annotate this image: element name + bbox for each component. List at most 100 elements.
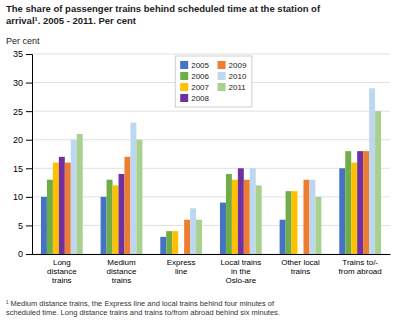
legend-swatch (180, 61, 188, 69)
x-axis: Longdistancetrains Mediumdistancetrains Ex… (33, 254, 391, 285)
y-tick-label: 20 (13, 135, 23, 145)
bar (178, 254, 184, 255)
grid-line (32, 225, 390, 226)
bar (71, 140, 77, 254)
bar (113, 185, 119, 254)
bar (41, 197, 47, 254)
x-tick-label: Mediumdistancetrains (107, 258, 137, 285)
bar (339, 168, 345, 254)
bar (65, 163, 71, 254)
y-tick-mark (26, 168, 32, 169)
bar (238, 168, 244, 254)
legend-label: 2008 (191, 94, 209, 103)
bar-series (53, 163, 357, 254)
bar (375, 111, 381, 254)
bar (101, 197, 107, 254)
x-tick-label: Local trainsin theOslo-are (220, 258, 261, 285)
y-tick-mark (26, 225, 32, 226)
bar (357, 151, 363, 254)
bar (160, 237, 166, 254)
legend-label: 2010 (229, 72, 247, 81)
bar (107, 180, 113, 254)
x-tick: Longdistancetrains (47, 254, 77, 285)
y-tick: 5 (18, 221, 32, 231)
legend-label: 2007 (191, 83, 209, 92)
y-tick: 15 (13, 164, 32, 174)
legend-item: 2006 (180, 72, 209, 81)
grid-line (32, 54, 390, 55)
bar (47, 180, 53, 254)
legend-swatch (218, 83, 226, 91)
bar (226, 174, 232, 254)
title: The share of passenger trains behind sch… (6, 3, 321, 26)
bar (166, 231, 172, 254)
chart: The share of passenger trains behind sch… (0, 0, 400, 320)
y-axis: 05101520253035 (13, 49, 33, 259)
x-tick: Other localtrains (281, 254, 320, 276)
bar (250, 168, 256, 254)
bar (136, 140, 142, 254)
y-tick-mark (26, 197, 32, 198)
bar (309, 180, 315, 254)
bar-series (65, 151, 369, 254)
bar (172, 231, 178, 254)
bar (77, 134, 83, 254)
footnote: ¹ Medium distance trains, the Express li… (6, 299, 280, 317)
legend-item: 2009 (218, 61, 247, 70)
bar (232, 180, 238, 254)
x-tick: Expressline (167, 254, 196, 276)
bar (363, 151, 369, 254)
bar (292, 191, 298, 254)
legend-frame (175, 56, 252, 107)
bars (41, 88, 381, 254)
legend: 2005 2006 2007 2008 2009 2010 2011 (175, 56, 252, 107)
x-tick: Local trainsin theOslo-are (220, 254, 261, 285)
grid-line (32, 111, 390, 112)
legend-label: 2009 (229, 61, 247, 70)
y-tick: 10 (13, 192, 32, 202)
bar (280, 220, 286, 254)
legend-label: 2011 (229, 83, 247, 92)
grid-line (32, 196, 390, 197)
legend-item: 2008 (180, 94, 209, 103)
y-axis-line (26, 55, 33, 255)
legend-item: 2005 (180, 61, 209, 70)
x-tick-label: Trains to/-from abroad (339, 258, 382, 276)
bar (315, 197, 321, 254)
bar (59, 157, 65, 254)
bar (244, 180, 250, 254)
y-tick-mark (26, 111, 32, 112)
y-tick-mark (26, 254, 32, 255)
bar (286, 191, 292, 254)
bar (184, 220, 190, 254)
legend-swatch (180, 83, 188, 91)
y-tick-label: 15 (13, 164, 23, 174)
bar-series (47, 151, 351, 254)
y-tick-label: 0 (18, 249, 23, 259)
x-tick: Trains to/-from abroad (339, 254, 382, 276)
y-tick-mark (26, 54, 32, 55)
y-tick-label: 5 (18, 221, 23, 231)
x-tick-label: Other localtrains (281, 258, 320, 276)
y-tick-mark (26, 140, 32, 141)
bar (369, 88, 375, 254)
legend-label: 2005 (191, 61, 209, 70)
bar (53, 163, 59, 254)
bar (345, 151, 351, 254)
bar (130, 123, 136, 254)
bar-series (77, 111, 381, 254)
bar (119, 174, 125, 254)
y-tick-label: 10 (13, 192, 23, 202)
bar-series (71, 88, 375, 254)
y-tick-label: 25 (13, 107, 23, 117)
y-tick: 30 (13, 78, 32, 88)
y-tick: 0 (18, 249, 32, 259)
bar (220, 203, 226, 254)
y-tick: 20 (13, 135, 32, 145)
y-tick-mark (26, 83, 32, 84)
legend-item: 2011 (218, 83, 247, 92)
grid (32, 54, 390, 254)
legend-item: 2007 (180, 83, 209, 92)
bar (190, 208, 196, 254)
grid-line (32, 139, 390, 140)
